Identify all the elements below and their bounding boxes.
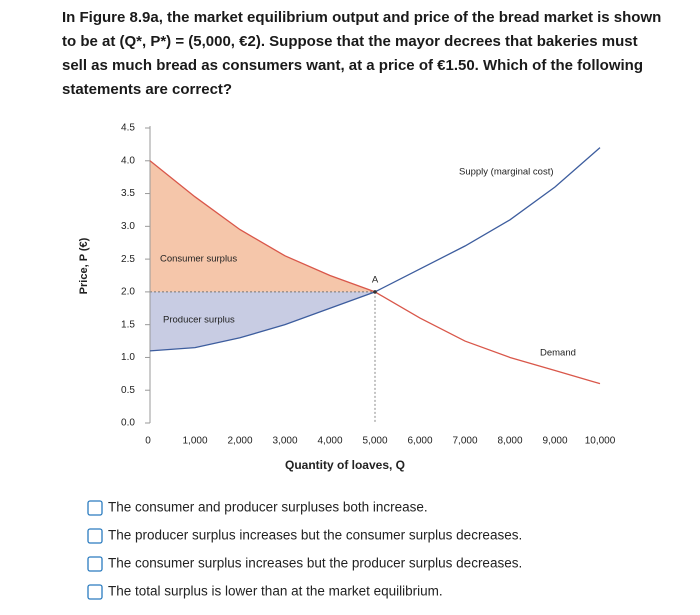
x-tick-label: 6,000 [407, 436, 432, 447]
x-tick-label: 3,000 [272, 436, 297, 447]
y-tick-label: 0.5 [121, 385, 135, 396]
x-tick-label: 2,000 [227, 436, 252, 447]
x-tick-label: 5,000 [362, 436, 387, 447]
producer-surplus-area [150, 291, 375, 351]
y-tick-label: 3.5 [121, 188, 135, 199]
option-label[interactable]: The consumer and producer surpluses both… [108, 500, 428, 515]
option-label[interactable]: The producer surplus increases but the c… [108, 528, 522, 543]
equilibrium-point [373, 290, 377, 294]
x-tick-label: 9,000 [542, 436, 567, 447]
consumer-surplus-area [150, 160, 375, 292]
checkbox [87, 556, 103, 572]
y-tick-label: 1.0 [121, 352, 135, 363]
checkbox [87, 500, 103, 516]
series-label: Demand [540, 348, 576, 359]
y-tick-label: 0.0 [121, 418, 135, 429]
area-label: Producer surplus [163, 315, 235, 326]
x-tick-label: 7,000 [452, 436, 477, 447]
question-line: statements are correct? [62, 81, 232, 98]
y-tick-label: 4.5 [121, 123, 135, 134]
question-line: sell as much bread as consumers want, at… [62, 57, 643, 74]
checkbox [87, 584, 103, 600]
x-tick-label: 10,000 [585, 436, 616, 447]
y-tick-label: 2.5 [121, 254, 135, 265]
x-tick-label: 4,000 [317, 436, 342, 447]
x-tick-label: 1,000 [182, 436, 207, 447]
question-line: In Figure 8.9a, the market equilibrium o… [62, 9, 661, 26]
y-tick-label: 4.0 [121, 155, 135, 166]
option-label[interactable]: The total surplus is lower than at the m… [108, 584, 443, 599]
question-line: to be at (Q*, P*) = (5,000, €2). Suppose… [62, 33, 638, 50]
y-tick-label: 2.0 [121, 287, 135, 298]
area-label: Consumer surplus [160, 254, 237, 265]
y-axis-label: Price, P (€) [78, 237, 90, 294]
equilibrium-label: A [372, 274, 379, 285]
checkbox [87, 528, 103, 544]
x-tick-label: 0 [145, 436, 151, 447]
x-tick-label: 8,000 [497, 436, 522, 447]
series-label: Supply (marginal cost) [459, 167, 554, 178]
y-tick-label: 1.5 [121, 319, 135, 330]
x-axis-label: Quantity of loaves, Q [285, 458, 405, 472]
y-tick-label: 3.0 [121, 221, 135, 232]
option-label[interactable]: The consumer surplus increases but the p… [108, 556, 522, 571]
